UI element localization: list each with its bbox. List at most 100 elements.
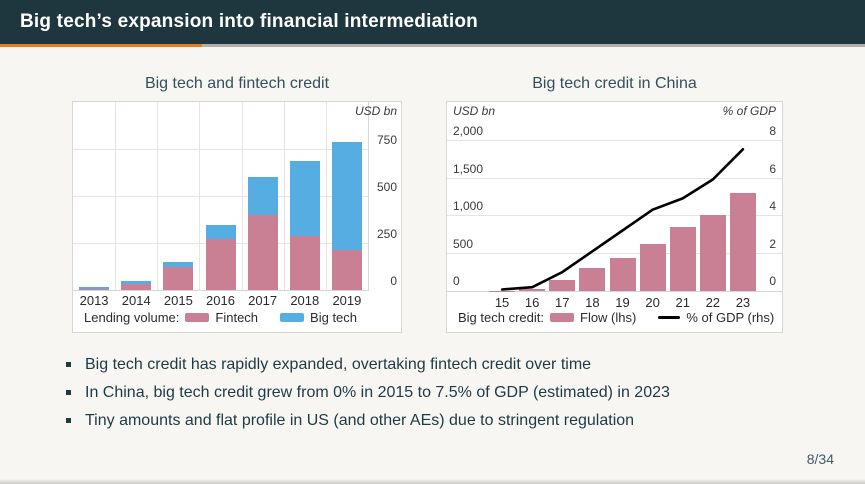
y-tick-label: 0 bbox=[390, 274, 397, 288]
bar-big-tech bbox=[289, 161, 320, 237]
y-tick-label: 500 bbox=[376, 180, 397, 194]
gridline-v bbox=[115, 102, 117, 290]
x-tick-label: 2018 bbox=[290, 293, 320, 308]
gridline-v bbox=[157, 102, 159, 290]
bar-flow bbox=[699, 215, 726, 291]
gridline-v bbox=[241, 102, 243, 290]
left-tick-label: 500 bbox=[453, 237, 474, 252]
slide-header: Big tech’s expansion into financial inte… bbox=[0, 0, 865, 44]
bullet-list: Big tech credit has rapidly expanded, ov… bbox=[66, 356, 670, 440]
bar-fintech bbox=[121, 283, 152, 290]
header-accent-line bbox=[0, 44, 865, 47]
left-tick-label: 2,000 bbox=[453, 123, 484, 138]
bar-flow bbox=[729, 192, 756, 291]
right-tick-label: 2 bbox=[769, 237, 776, 252]
legend-swatch-big-tech bbox=[280, 313, 305, 322]
gridline-h bbox=[447, 177, 782, 179]
x-tick-label: 16 bbox=[524, 295, 540, 310]
gridline-v bbox=[283, 102, 285, 290]
bullet-square-icon bbox=[66, 390, 71, 395]
bar-big-tech bbox=[163, 262, 194, 267]
legend-line-glyph bbox=[658, 316, 681, 319]
bar-flow bbox=[669, 226, 696, 291]
bar-big-tech bbox=[205, 224, 236, 240]
bullet-item: In China, big tech credit grew from 0% i… bbox=[66, 384, 670, 401]
x-tick-label: 2016 bbox=[206, 293, 235, 308]
left-axis-unit-label: USD bn bbox=[453, 104, 496, 118]
bullet-item: Tiny amounts and flat profile in US (and… bbox=[66, 412, 670, 429]
x-tick-label: 17 bbox=[555, 295, 570, 310]
x-tick-label: 21 bbox=[675, 295, 690, 310]
legend-swatch-fintech bbox=[185, 313, 210, 322]
legend-label: Big tech bbox=[310, 310, 358, 325]
gridline-h bbox=[73, 196, 368, 197]
bar-fintech bbox=[289, 236, 320, 290]
x-tick-label: 23 bbox=[735, 295, 751, 310]
legend-swatch-flow bbox=[550, 313, 574, 322]
chart2-plot bbox=[447, 102, 782, 292]
chart2-legend: Big tech credit: Flow (lhs) % of GDP (rhs… bbox=[458, 310, 774, 325]
bullet-text: Tiny amounts and flat profile in US (and… bbox=[85, 411, 635, 429]
chart2-legend-prefix: Big tech credit: bbox=[458, 310, 544, 325]
x-tick-label: 2017 bbox=[248, 293, 278, 308]
bar-flow bbox=[549, 279, 576, 291]
x-tick-label: 2014 bbox=[121, 293, 151, 308]
y-axis-unit-label: USD bn bbox=[354, 104, 397, 118]
x-tick-label: 22 bbox=[705, 295, 721, 310]
legend-label-pct-gdp: % of GDP (rhs) bbox=[686, 310, 775, 325]
left-tick-label: 1,500 bbox=[453, 161, 484, 176]
bullet-text: Big tech credit has rapidly expanded, ov… bbox=[85, 355, 592, 373]
right-tick-label: 0 bbox=[769, 274, 776, 288]
right-tick-label: 6 bbox=[769, 161, 776, 176]
gridline-v bbox=[325, 102, 327, 290]
x-tick-label: 2015 bbox=[163, 293, 193, 308]
chart1-legend: Lending volume: Fintech Big tech bbox=[84, 310, 357, 325]
bar-big-tech bbox=[331, 142, 362, 250]
bar-flow bbox=[639, 244, 666, 291]
chart2-title: Big tech credit in China bbox=[532, 75, 697, 92]
bar-big-tech bbox=[79, 286, 110, 289]
bar-fintech bbox=[331, 249, 362, 290]
slide-bottom-shadow bbox=[0, 479, 865, 484]
left-tick-label: 0 bbox=[453, 274, 460, 288]
bar-fintech bbox=[247, 214, 278, 290]
chart1-plot bbox=[73, 102, 369, 291]
bullet-square-icon bbox=[66, 362, 71, 367]
chart-bigtech-credit-china: USD bn % of GDP 0 500 1,000 1,500 2,000 0 2 4 6 8 1… bbox=[446, 101, 783, 333]
x-tick-label: 15 bbox=[494, 295, 510, 310]
x-tick-label: 2013 bbox=[79, 293, 109, 308]
right-tick-label: 4 bbox=[769, 199, 776, 214]
page-number: 8/34 bbox=[806, 451, 834, 467]
gridline-h bbox=[73, 149, 368, 150]
bullet-square-icon bbox=[66, 418, 71, 423]
gridline-v bbox=[199, 102, 201, 290]
gridline-h bbox=[447, 139, 782, 141]
left-tick-label: 1,000 bbox=[453, 199, 484, 214]
slide-title: Big tech’s expansion into financial inte… bbox=[20, 11, 478, 32]
right-tick-label: 8 bbox=[769, 123, 776, 138]
bar-fintech bbox=[205, 239, 236, 290]
bar-big-tech bbox=[121, 280, 152, 284]
x-tick-label: 18 bbox=[585, 295, 600, 310]
bar-flow bbox=[609, 257, 636, 291]
bar-flow bbox=[579, 267, 606, 291]
chart-bigtech-fintech-credit: USD bn 0 250 500 750 2013 2014 2015 2016 2017 201… bbox=[72, 101, 402, 333]
y-tick-label: 750 bbox=[376, 133, 397, 147]
chart1-title: Big tech and fintech credit bbox=[144, 75, 330, 92]
y-tick-label: 250 bbox=[376, 227, 397, 241]
legend-label: Fintech bbox=[215, 310, 259, 325]
bullet-item: Big tech credit has rapidly expanded, ov… bbox=[66, 356, 670, 373]
bar-flow bbox=[519, 288, 546, 291]
header-accent-orange-segment bbox=[0, 44, 202, 47]
chart1-legend-prefix: Lending volume: bbox=[84, 310, 180, 325]
x-tick-label: 19 bbox=[615, 295, 630, 310]
bar-big-tech bbox=[247, 177, 278, 215]
x-tick-label: 20 bbox=[645, 295, 660, 310]
bullet-text: In China, big tech credit grew from 0% i… bbox=[85, 383, 670, 401]
bar-fintech bbox=[79, 288, 110, 290]
bar-fintech bbox=[163, 266, 194, 290]
x-tick-label: 2019 bbox=[332, 293, 362, 308]
legend-label-flow: Flow (lhs) bbox=[580, 310, 637, 325]
right-axis-unit-label: % of GDP bbox=[722, 104, 776, 118]
